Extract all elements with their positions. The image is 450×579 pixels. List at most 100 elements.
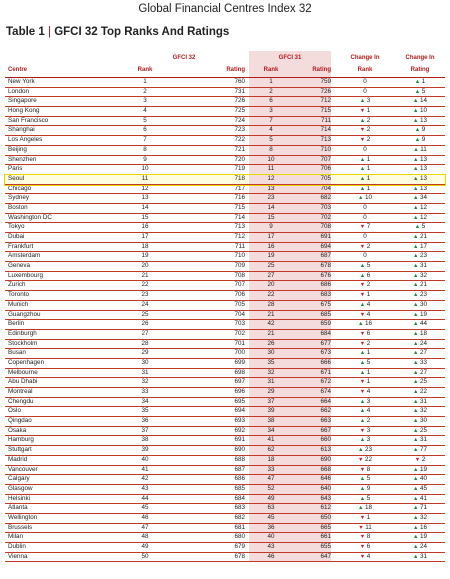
change-in-rating: ▲ 21 [395,281,445,290]
change-in-rank-value: 1 [366,378,371,386]
triangle-down-icon: ▼ [358,456,365,463]
table-row: Paris 10 719 11 706 ▲ 1 ▲ 13 [5,165,445,175]
triangle-up-icon: ▲ [358,505,365,512]
change-in-rating-value: 21 [419,281,427,289]
gfci31-shade [249,339,331,349]
change-in-rating-value: 23 [419,291,427,299]
triangle-up-icon: ▲ [414,137,422,144]
change-in-rank-value: 1 [366,155,371,163]
gfci31-rank: 42 [267,320,275,328]
gfci32-rank: 34 [141,397,149,405]
change-in-rank-value: 4 [366,407,371,415]
gfci31-shade [249,126,331,136]
change-in-rating-value: 31 [419,436,427,444]
gfci32-rank: 30 [141,358,149,366]
gfci32-rank: 29 [141,349,149,357]
triangle-up-icon: ▲ [359,437,367,444]
centre-name: Berlin [8,320,25,328]
gfci31-rank: 63 [267,504,275,512]
gfci32-rank: 18 [141,242,149,250]
triangle-up-icon: ▲ [414,224,422,231]
change-in-rating-value: 30 [419,300,427,308]
change-in-rank: ▲ 16 [335,320,395,329]
centre-name: Chengdu [8,397,34,405]
gfci31-rating: 684 [320,329,331,337]
triangle-up-icon: ▲ [414,127,422,134]
table-row: Busan 29 700 30 673 ▲ 1 ▲ 27 [5,349,445,359]
gfci31-rating: 665 [320,523,331,531]
table-row: Stockholm 28 701 26 677 ▼ 2 ▲ 24 [5,339,445,350]
change-in-rank: ▲ 1 [335,156,395,165]
gfci32-rating: 731 [234,87,245,95]
change-in-rank: ▲ 1 [335,165,395,174]
change-in-rank: ▲ 1 [335,175,395,184]
gfci31-rank: 13 [267,184,275,192]
change-in-rating: ▲ 10 [395,107,445,116]
change-in-rank: ▲ 3 [335,436,395,445]
gfci32-rank: 10 [141,165,149,173]
change-in-rating-value: 2 [421,455,426,463]
change-in-rank: ▲ 1 [335,185,395,194]
gfci32-rank: 44 [141,494,149,502]
gfci32-rating: 687 [234,465,245,473]
triangle-up-icon: ▲ [413,301,420,308]
gfci31-shade [249,329,331,339]
gfci31-shade [249,552,331,562]
gfci32-rank: 4 [143,107,147,115]
centre-name: Frankfurt [8,242,34,250]
gfci32-rating: 704 [234,310,245,318]
centre-name: Montreal [8,388,33,395]
change-in-rank-value: 23 [364,446,372,454]
centre-name: Dubai [8,233,25,240]
change-in-rating: ▲ 30 [395,417,445,426]
table-row: Qingdao 36 693 38 663 ▲ 2 ▲ 30 [5,417,445,427]
gfci31-rating: 643 [320,494,331,502]
gfci32-rating: 709 [234,262,245,270]
triangle-up-icon: ▲ [413,185,420,192]
gfci32-rating: 716 [234,194,245,202]
gfci32-rank: 32 [141,378,149,386]
gfci32-rank: 13 [141,194,149,202]
change-in-rank-value: 6 [366,271,371,279]
change-in-rank: ▲ 5 [335,475,395,484]
change-in-rank-value: 1 [366,368,371,376]
triangle-down-icon: ▼ [359,243,367,250]
gfci31-rank: 10 [267,155,275,163]
gfci31-rating: 706 [320,165,331,173]
gfci32-rank: 47 [141,523,149,531]
change-in-rating-value: 41 [419,494,427,502]
gfci32-rating: 695 [234,397,245,405]
change-in-rating-value: 9 [421,126,426,134]
triangle-down-icon: ▼ [359,534,367,541]
triangle-down-icon: ▼ [359,311,367,318]
triangle-down-icon: ▼ [359,340,367,347]
table-row: Copenhagen 30 699 35 666 ▲ 5 ▲ 33 [5,358,445,369]
centre-name: Tokyo [8,223,25,231]
gfci31-shade [249,465,331,475]
change-in-rating-value: 19 [419,310,427,318]
triangle-down-icon: ▼ [359,282,367,289]
change-in-rating: ▲ 25 [395,427,445,436]
change-in-rank-value: 4 [366,388,371,395]
centre-name: Vienna [8,552,28,560]
triangle-down-icon: ▼ [359,553,367,560]
triangle-up-icon: ▲ [413,408,420,415]
change-in-rating-value: 16 [419,523,427,531]
gfci31-rating: 660 [320,436,331,444]
table-row: Edinburgh 27 702 21 684 ▼ 6 ▲ 18 [5,329,445,340]
change-in-rank-value: 2 [366,242,371,250]
gfci31-rating: 687 [320,252,331,260]
table-row: Zurich 22 707 20 686 ▼ 2 ▲ 21 [5,281,445,292]
triangle-up-icon: ▲ [359,359,367,366]
change-in-rating-value: 44 [419,320,427,328]
triangle-up-icon: ▲ [359,350,367,357]
table-row: Sydney 13 716 23 682 ▲ 10 ▲ 34 [5,194,445,204]
triangle-down-icon: ▼ [359,544,367,550]
change-in-rating-value: 24 [419,543,427,550]
change-in-rank-value: 4 [366,300,371,308]
triangle-up-icon: ▲ [413,166,420,173]
triangle-up-icon: ▲ [359,398,367,405]
change-in-rank: 0 [335,214,395,223]
table-row: Vienna 50 678 46 647 ▼ 4 ▲ 31 [5,552,445,563]
change-in-rank-value: 5 [366,475,371,483]
